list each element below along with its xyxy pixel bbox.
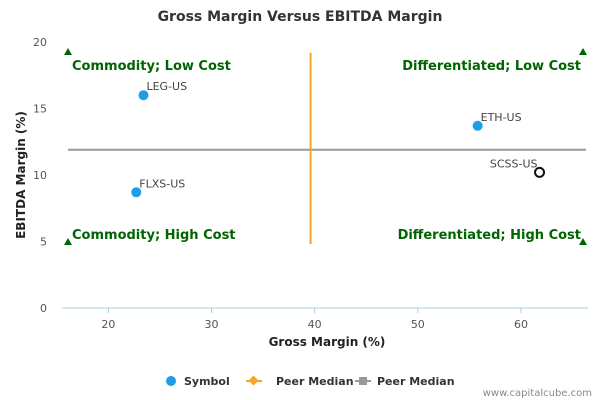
x-tick-label: 40 bbox=[308, 318, 322, 331]
x-tick-label: 50 bbox=[411, 318, 425, 331]
data-point bbox=[534, 166, 546, 178]
x-tick-label: 30 bbox=[205, 318, 219, 331]
data-point bbox=[138, 90, 149, 101]
data-point bbox=[131, 187, 142, 198]
y-ticks: 0 5 10 15 20 bbox=[33, 36, 47, 315]
quadrant-label-top-left: Commodity; Low Cost bbox=[72, 59, 231, 74]
legend-symbol-marker bbox=[166, 376, 176, 386]
y-tick-label: 20 bbox=[33, 36, 47, 49]
quadrant-label-bottom-left: Commodity; High Cost bbox=[72, 228, 236, 243]
quadrant-label-top-right: Differentiated; Low Cost bbox=[402, 59, 581, 74]
quadrant-marker-icon bbox=[579, 48, 587, 55]
quadrant-label-bottom-right: Differentiated; High Cost bbox=[398, 228, 581, 243]
legend-symbol-label: Symbol bbox=[184, 375, 230, 388]
quadrant-marker-icon bbox=[579, 238, 587, 245]
quadrant-marker-icon bbox=[64, 48, 72, 55]
y-tick-label: 5 bbox=[40, 236, 47, 249]
data-point bbox=[472, 120, 483, 131]
data-point-label: ETH-US bbox=[481, 111, 522, 124]
y-tick-label: 10 bbox=[33, 169, 47, 182]
legend-peer-median-orange-label: Peer Median bbox=[276, 375, 354, 388]
y-tick-label: 15 bbox=[33, 103, 47, 116]
quadrant-labels: Commodity; Low Cost Differentiated; Low C… bbox=[64, 48, 587, 245]
peer-median-lines bbox=[68, 52, 586, 245]
x-ticks: 20 30 40 50 60 bbox=[101, 308, 528, 331]
data-points: LEG-US FLXS-US ETH-US SCSS-US bbox=[131, 80, 546, 198]
y-axis-label: EBITDA Margin (%) bbox=[14, 111, 28, 239]
chart-title: Gross Margin Versus EBITDA Margin bbox=[158, 9, 443, 25]
x-tick-label: 60 bbox=[514, 318, 528, 331]
legend: Symbol Peer Median Peer Median bbox=[166, 375, 455, 388]
x-axis-label: Gross Margin (%) bbox=[269, 335, 386, 349]
data-point-label: LEG-US bbox=[146, 80, 187, 93]
data-point-label: SCSS-US bbox=[490, 157, 538, 170]
legend-peer-median-orange-marker bbox=[248, 375, 259, 386]
quadrant-marker-icon bbox=[64, 238, 72, 245]
x-tick-label: 20 bbox=[101, 318, 115, 331]
legend-peer-median-gray-label: Peer Median bbox=[377, 375, 455, 388]
y-tick-label: 0 bbox=[40, 302, 47, 315]
legend-peer-median-gray-marker bbox=[359, 377, 367, 385]
data-point-label: FLXS-US bbox=[139, 177, 185, 190]
credit-text: www.capitalcube.com bbox=[483, 388, 592, 399]
